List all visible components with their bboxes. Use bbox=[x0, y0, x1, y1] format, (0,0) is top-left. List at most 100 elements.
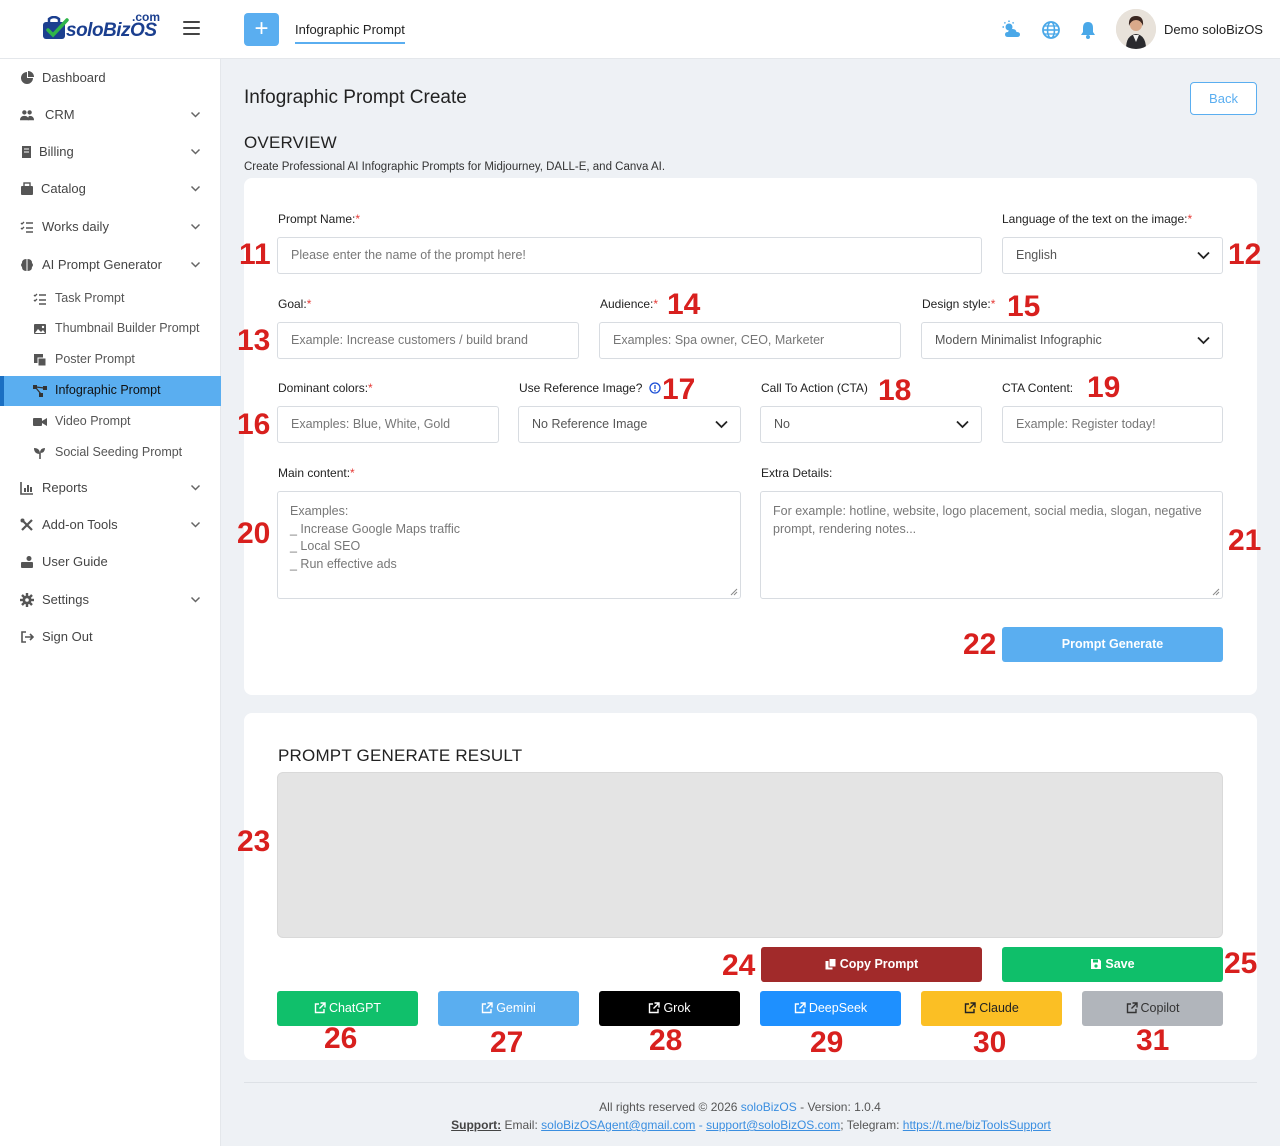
sidebar-item-ai-prompt-generator[interactable]: AI Prompt Generator bbox=[0, 250, 221, 280]
main-content-label: Main content:* bbox=[278, 466, 355, 480]
add-button[interactable]: + bbox=[244, 13, 279, 46]
poster-icon bbox=[34, 354, 47, 367]
telegram-link[interactable]: https://t.me/bizToolsSupport bbox=[902, 1118, 1051, 1132]
result-title: PROMPT GENERATE RESULT bbox=[278, 746, 523, 765]
sidebar-item-label: Catalog bbox=[41, 181, 86, 196]
telegram-prefix: ; Telegram: bbox=[840, 1118, 903, 1132]
goal-input[interactable]: Example: Increase customers / build bran… bbox=[277, 322, 579, 359]
catalog-icon bbox=[21, 182, 33, 195]
audience-input[interactable]: Examples: Spa owner, CEO, Marketer bbox=[599, 322, 901, 359]
deepseek-button[interactable]: DeepSeek bbox=[760, 991, 901, 1026]
placeholder-text: For example: hotline, website, logo plac… bbox=[773, 504, 1202, 536]
gemini-label: Gemini bbox=[496, 1001, 536, 1015]
annotation-12: 12 bbox=[1228, 238, 1262, 271]
claude-button[interactable]: Claude bbox=[921, 991, 1062, 1026]
result-output-box[interactable] bbox=[277, 772, 1223, 938]
footer-version: - Version: 1.0.4 bbox=[796, 1100, 881, 1114]
support-email-link-1[interactable]: soloBizOSAgent@gmail.com bbox=[541, 1118, 696, 1132]
sidebar-item-label: Reports bbox=[42, 480, 88, 495]
annotation-16: 16 bbox=[237, 408, 271, 441]
placeholder-line: _ Increase Google Maps traffic bbox=[290, 521, 460, 536]
list-icon bbox=[33, 293, 46, 305]
seedling-icon bbox=[34, 448, 45, 459]
sidebar-item-billing[interactable]: Billing bbox=[0, 137, 221, 167]
copy-prompt-button[interactable]: Copy Prompt bbox=[761, 947, 982, 982]
resize-grip-icon[interactable] bbox=[1212, 588, 1220, 596]
resize-grip-icon[interactable] bbox=[730, 588, 738, 596]
external-link-icon bbox=[314, 1002, 326, 1014]
footer-brand-link[interactable]: soloBizOS bbox=[740, 1100, 797, 1114]
prompt-name-input[interactable]: Please enter the name of the prompt here… bbox=[277, 237, 982, 274]
logo[interactable]: .com soloBizOS bbox=[40, 8, 165, 46]
sidebar-item-label: User Guide bbox=[42, 554, 108, 569]
sidebar-item-social-seeding-prompt[interactable]: Social Seeding Prompt bbox=[0, 438, 221, 468]
external-link-icon bbox=[1126, 1002, 1138, 1014]
support-email-link-2[interactable]: support@soloBizOS.com bbox=[706, 1118, 841, 1132]
footer-support: Support: Email: soloBizOSAgent@gmail.com… bbox=[0, 1118, 1280, 1132]
cta-select[interactable]: No bbox=[760, 406, 982, 443]
copilot-label: Copilot bbox=[1140, 1001, 1180, 1015]
chevron-down-icon bbox=[190, 484, 201, 491]
sidebar-item-reports[interactable]: Reports bbox=[0, 473, 221, 503]
menu-toggle-icon[interactable] bbox=[183, 21, 200, 36]
billing-icon bbox=[22, 146, 31, 158]
copilot-button[interactable]: Copilot bbox=[1082, 991, 1223, 1026]
back-button[interactable]: Back bbox=[1190, 82, 1257, 115]
sidebar-item-works-daily[interactable]: Works daily bbox=[0, 212, 221, 242]
sidebar-item-infographic-prompt[interactable]: Infographic Prompt bbox=[0, 376, 221, 406]
dominant-colors-input[interactable]: Examples: Blue, White, Gold bbox=[277, 406, 499, 443]
language-select[interactable]: English bbox=[1002, 237, 1223, 274]
sidebar-item-catalog[interactable]: Catalog bbox=[0, 174, 221, 204]
chevron-down-icon bbox=[956, 420, 969, 429]
save-icon bbox=[1091, 959, 1102, 969]
save-button[interactable]: Save bbox=[1002, 947, 1223, 982]
footer-divider bbox=[244, 1082, 1257, 1083]
header-tab-infographic[interactable]: Infographic Prompt bbox=[295, 22, 405, 44]
sidebar-item-settings[interactable]: Settings bbox=[0, 585, 221, 615]
weather-icon[interactable] bbox=[1002, 20, 1022, 40]
design-style-value: Modern Minimalist Infographic bbox=[935, 333, 1102, 347]
annotation-27: 27 bbox=[490, 1026, 524, 1059]
guide-icon bbox=[21, 556, 33, 568]
sidebar-item-label: Works daily bbox=[42, 219, 109, 234]
sidebar-item-label: Settings bbox=[42, 592, 89, 607]
chatgpt-label: ChatGPT bbox=[328, 1001, 382, 1015]
sidebar-item-add-on-tools[interactable]: Add-on Tools bbox=[0, 510, 221, 540]
chatgpt-button[interactable]: ChatGPT bbox=[277, 991, 418, 1026]
sidebar-item-poster-prompt[interactable]: Poster Prompt bbox=[0, 345, 221, 375]
info-icon[interactable] bbox=[649, 382, 661, 394]
chevron-down-icon bbox=[190, 261, 201, 268]
extra-details-textarea[interactable]: For example: hotline, website, logo plac… bbox=[760, 491, 1223, 599]
reference-image-select[interactable]: No Reference Image bbox=[518, 406, 741, 443]
chevron-down-icon bbox=[190, 148, 201, 155]
avatar[interactable] bbox=[1116, 9, 1156, 49]
video-icon bbox=[33, 418, 47, 426]
main-content-textarea[interactable]: Examples: _ Increase Google Maps traffic… bbox=[277, 491, 741, 599]
sidebar-item-video-prompt[interactable]: Video Prompt bbox=[0, 407, 221, 437]
sidebar-item-crm[interactable]: CRM bbox=[0, 100, 221, 130]
globe-icon[interactable] bbox=[1041, 20, 1061, 40]
grok-button[interactable]: Grok bbox=[599, 991, 740, 1026]
chevron-down-icon bbox=[190, 185, 201, 192]
user-name[interactable]: Demo soloBizOS bbox=[1164, 22, 1263, 37]
sidebar-item-sign-out[interactable]: Sign Out bbox=[0, 622, 221, 652]
annotation-20: 20 bbox=[237, 517, 271, 550]
annotation-19: 19 bbox=[1087, 371, 1121, 404]
external-link-icon bbox=[794, 1002, 806, 1014]
chevron-down-icon bbox=[1197, 336, 1210, 345]
annotation-17: 17 bbox=[662, 373, 696, 406]
sidebar-item-label: Infographic Prompt bbox=[55, 383, 161, 397]
bell-icon[interactable] bbox=[1078, 20, 1098, 40]
design-style-select[interactable]: Modern Minimalist Infographic bbox=[921, 322, 1223, 359]
sidebar-item-dashboard[interactable]: Dashboard bbox=[0, 63, 221, 93]
sidebar-item-thumbnail-builder-prompt[interactable]: Thumbnail Builder Prompt bbox=[0, 314, 221, 344]
prompt-generate-button[interactable]: Prompt Generate bbox=[1002, 627, 1223, 662]
sidebar-item-user-guide[interactable]: User Guide bbox=[0, 547, 221, 577]
sidebar-item-task-prompt[interactable]: Task Prompt bbox=[0, 284, 221, 314]
user-photo-icon bbox=[1116, 9, 1156, 49]
email-prefix: Email: bbox=[501, 1118, 542, 1132]
cta-content-input[interactable]: Example: Register today! bbox=[1002, 406, 1223, 443]
gemini-button[interactable]: Gemini bbox=[438, 991, 579, 1026]
sidebar: Dashboard CRM Billing Catalog Works dail… bbox=[0, 59, 221, 1146]
sidebar-item-label: CRM bbox=[45, 107, 75, 122]
